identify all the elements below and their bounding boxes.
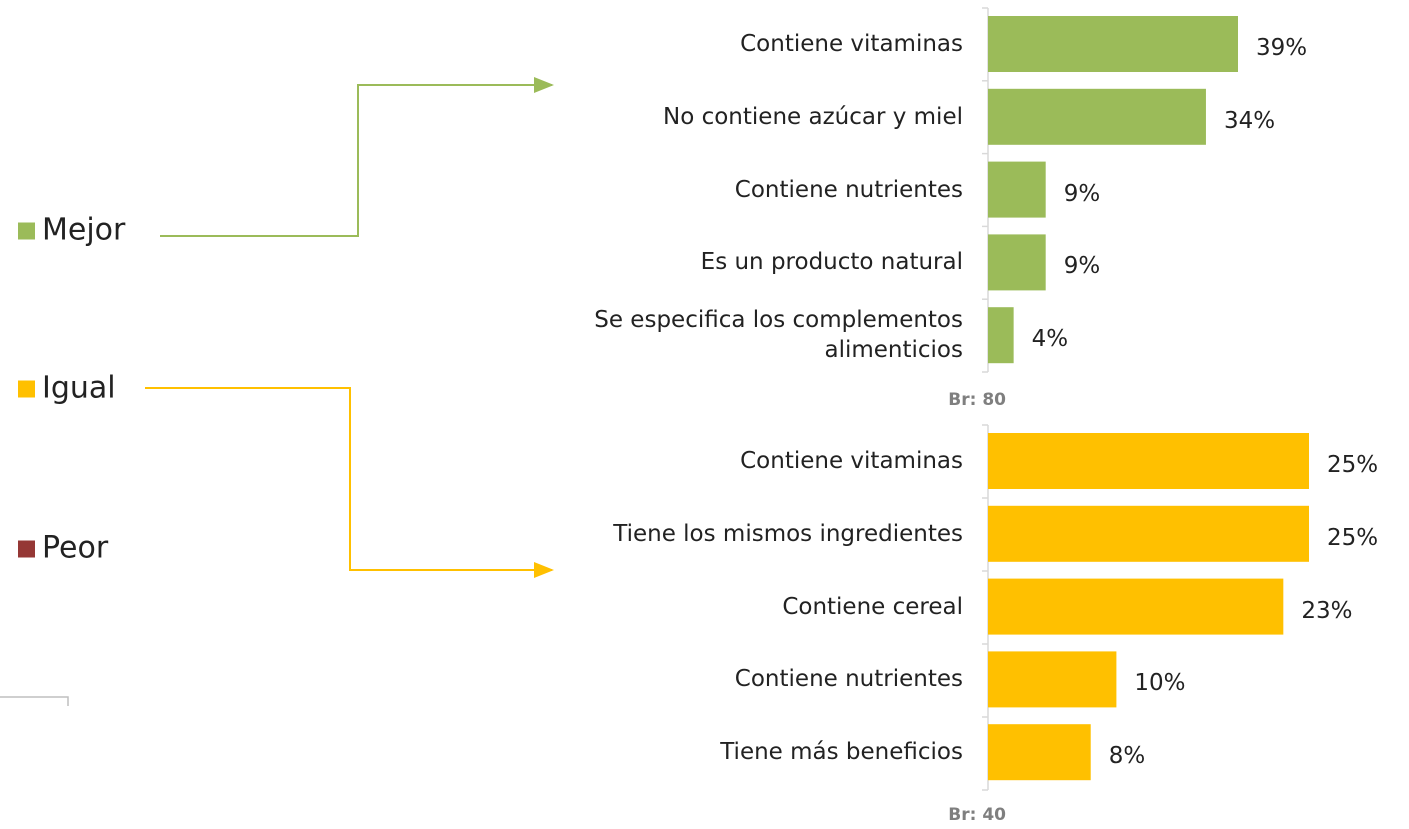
bar: [988, 161, 1046, 218]
value-label: 4%: [1031, 326, 1069, 353]
category-label: Contiene nutrientes: [734, 666, 963, 693]
category-label: Contiene nutrientes: [734, 176, 963, 203]
bar: [988, 433, 1309, 489]
bar: [988, 88, 1206, 145]
bar: [988, 16, 1238, 72]
bar: [988, 307, 1014, 364]
category-label: Tiene los mismos ingredientes: [613, 520, 963, 547]
value-label: 25%: [1327, 524, 1379, 551]
value-label: 9%: [1063, 180, 1101, 207]
category-label: Contiene cereal: [782, 593, 963, 620]
category-label: Es un producto natural: [700, 249, 963, 276]
legend-item: Peor: [18, 531, 108, 566]
category-label: No contiene azúcar y miel: [663, 103, 963, 130]
value-label: 25%: [1327, 452, 1379, 478]
legend-item: Igual: [18, 371, 116, 406]
bar: [988, 724, 1091, 781]
value-label: 23%: [1301, 597, 1353, 624]
base-note: Br: 40: [948, 805, 1006, 825]
legend-label: Peor: [42, 530, 109, 566]
legend-swatch: [18, 540, 35, 557]
bar: [988, 505, 1309, 562]
legend-item: Mejor: [18, 213, 125, 248]
legend-label: Mejor: [42, 212, 126, 248]
legend-label: Igual: [42, 370, 116, 406]
legend-swatch: [18, 380, 35, 397]
value-label: 10%: [1134, 670, 1186, 697]
value-label: 8%: [1108, 743, 1146, 770]
bar: [988, 651, 1117, 708]
category-label: Contiene vitaminas: [740, 31, 963, 57]
category-label: Tiene más beneficios: [720, 739, 963, 766]
category-label: Se especifica los complementos alimentic…: [594, 307, 963, 364]
connector: [145, 387, 554, 578]
value-label: 39%: [1256, 35, 1308, 61]
base-note: Br: 80: [948, 390, 1006, 410]
bar: [988, 234, 1046, 291]
category-label: Contiene vitaminas: [740, 448, 963, 474]
value-label: 9%: [1063, 253, 1101, 280]
decoration: [0, 696, 69, 706]
bar: [988, 578, 1284, 635]
legend-swatch: [18, 222, 35, 239]
value-label: 34%: [1223, 107, 1276, 134]
connector: [160, 77, 554, 237]
